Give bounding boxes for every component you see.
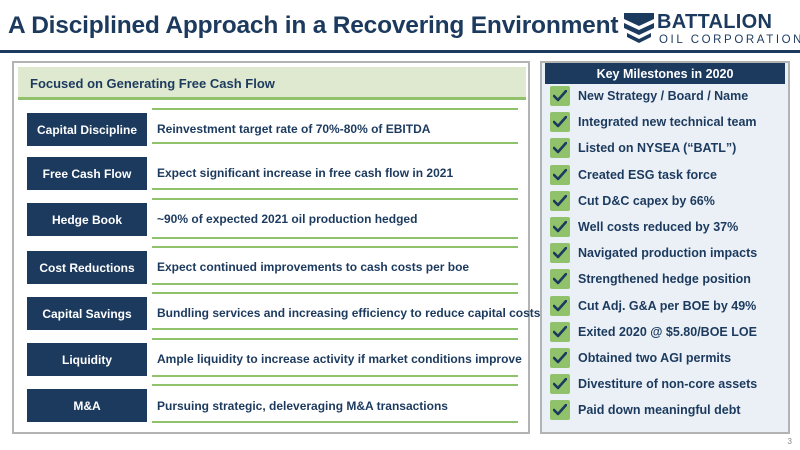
milestone-item: Obtained two AGI permits	[550, 347, 731, 369]
row-desc-cost-reductions: Expect continued improvements to cash co…	[157, 260, 470, 274]
milestone-label: Integrated new technical team	[578, 115, 757, 130]
milestone-item: Integrated new technical team	[550, 111, 757, 133]
milestone-item: Exited 2020 @ $5.80/BOE LOE	[550, 321, 757, 343]
milestone-label: Obtained two AGI permits	[578, 351, 732, 365]
row-label-free-cash-flow: Free Cash Flow	[27, 157, 147, 190]
row-top-divider	[152, 108, 518, 110]
milestone-label: New Strategy / Board / Name	[578, 89, 749, 103]
milestone-item: Cut Adj. G&A per BOE by 49%	[550, 295, 756, 317]
milestone-item: New Strategy / Board / Name	[550, 85, 748, 107]
milestone-item: Listed on NYSEA (“BATL”)	[550, 137, 736, 159]
row-divider	[152, 292, 518, 294]
checkmark-icon	[550, 86, 570, 106]
header-rule	[0, 50, 800, 53]
logo-name: BATTALION	[657, 11, 773, 33]
checkmark-icon	[550, 348, 570, 368]
row-desc-free-cash-flow: Expect significant increase in free cash…	[157, 166, 454, 180]
free-cash-flow-heading: Focused on Generating Free Cash Flow	[18, 67, 526, 100]
row-divider	[152, 246, 518, 248]
row-label-hedge-book: Hedge Book	[27, 203, 147, 236]
row-desc-hedge-book: ~90% of expected 2021 oil production hed…	[157, 212, 418, 226]
row-label-capital-discipline: Capital Discipline	[27, 113, 147, 146]
company-logo: BATTALION OIL CORPORATION	[624, 11, 800, 48]
checkmark-icon	[550, 138, 570, 159]
milestone-label: Navigated production impacts	[578, 246, 758, 261]
row-divider	[152, 375, 518, 377]
row-label-m-and-a: M&A	[27, 389, 147, 422]
checkmark-icon	[550, 112, 570, 133]
chevron-stack-logo-icon	[624, 13, 654, 43]
milestone-item: Strengthened hedge position	[550, 268, 751, 290]
milestone-label: Exited 2020 @ $5.80/BOE LOE	[578, 324, 757, 339]
row-divider	[152, 384, 518, 386]
checkmark-icon	[550, 217, 570, 237]
row-desc-capital-discipline: Reinvestment target rate of 70%-80% of E…	[157, 122, 431, 136]
checkmark-icon	[550, 190, 570, 211]
checkmark-icon	[550, 243, 570, 264]
milestone-item: Well costs reduced by 37%	[550, 216, 738, 238]
milestone-label: Cut Adj. G&A per BOE by 49%	[578, 298, 757, 313]
milestone-label: Well costs reduced by 37%	[578, 220, 739, 234]
milestone-item: Navigated production impacts	[550, 242, 757, 264]
milestone-label: Created ESG task force	[578, 167, 717, 182]
milestones-heading: Key Milestones in 2020	[545, 63, 785, 84]
milestone-label: Cut D&C capex by 66%	[578, 193, 715, 208]
checkmark-icon	[550, 321, 570, 342]
milestone-label: Paid down meaningful debt	[578, 403, 741, 418]
checkmark-icon	[550, 374, 570, 395]
row-desc-liquidity: Ample liquidity to increase activity if …	[157, 352, 522, 366]
checkmark-icon	[550, 400, 570, 421]
row-divider	[152, 283, 518, 285]
row-divider	[152, 188, 518, 190]
milestone-label: Divestiture of non-core assets	[578, 377, 758, 392]
row-label-cost-reductions: Cost Reductions	[27, 251, 147, 284]
row-divider	[152, 328, 518, 330]
row-divider	[152, 198, 518, 200]
row-label-capital-savings: Capital Savings	[27, 297, 147, 330]
checkmark-icon	[550, 295, 570, 316]
row-divider	[152, 421, 518, 423]
checkmark-icon	[550, 164, 570, 185]
row-desc-capital-savings: Bundling services and increasing efficie…	[157, 306, 541, 320]
milestone-item: Paid down meaningful debt	[550, 399, 741, 421]
page-number: 3	[787, 437, 792, 446]
milestone-item: Cut D&C capex by 66%	[550, 190, 715, 212]
free-cash-flow-heading-text: Focused on Generating Free Cash Flow	[30, 76, 275, 91]
row-divider	[152, 142, 518, 144]
page-title: A Disciplined Approach in a Recovering E…	[8, 12, 619, 39]
row-divider	[152, 338, 518, 340]
milestone-label: Listed on NYSEA (“BATL”)	[578, 141, 737, 156]
row-desc-m-and-a: Pursuing strategic, deleveraging M&A tra…	[157, 399, 448, 413]
logo-subtitle: OIL CORPORATION	[659, 34, 800, 46]
row-divider	[152, 237, 518, 239]
milestone-item: Divestiture of non-core assets	[550, 373, 757, 395]
milestone-item: Created ESG task force	[550, 164, 717, 186]
checkmark-icon	[550, 269, 570, 290]
milestone-label: Strengthened hedge position	[578, 272, 751, 287]
milestones-panel	[540, 61, 790, 434]
row-label-liquidity: Liquidity	[27, 343, 147, 376]
